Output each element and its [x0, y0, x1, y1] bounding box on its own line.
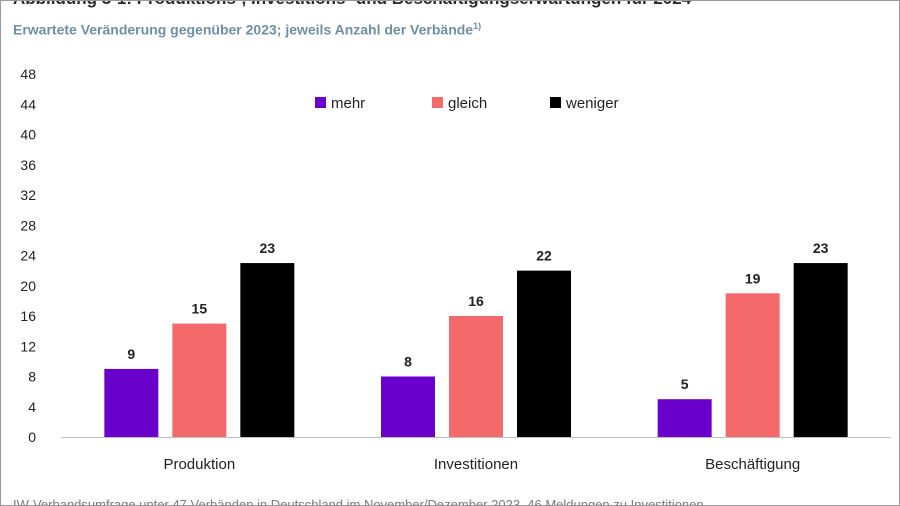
y-tick-label: 0	[28, 429, 36, 445]
bar-gleich	[725, 293, 780, 437]
legend-label-gleich: gleich	[448, 95, 487, 112]
legend-swatch-mehr	[315, 97, 326, 108]
bar-mehr	[381, 376, 435, 437]
y-tick-label: 16	[20, 308, 36, 324]
data-label: 23	[260, 240, 276, 256]
y-tick-label: 48	[20, 66, 36, 82]
y-tick-label: 44	[20, 96, 36, 112]
x-category-label: Produktion	[163, 456, 235, 473]
data-label: 15	[192, 301, 208, 317]
bar-gleich	[449, 316, 503, 437]
y-tick-label: 40	[20, 127, 36, 143]
subtitle-footnote: 1)	[473, 21, 482, 31]
y-tick-label: 12	[20, 338, 36, 354]
chart-title: Abbildung 3-1: Produktions-, Investition…	[13, 1, 691, 9]
x-category-label: Beschäftigung	[705, 456, 800, 473]
data-label: 8	[404, 354, 412, 370]
data-label: 5	[681, 376, 689, 392]
x-category-label: Investitionen	[434, 456, 518, 473]
data-label: 23	[813, 240, 829, 256]
bar-gleich	[172, 323, 227, 437]
data-label: 9	[127, 346, 135, 362]
y-tick-label: 24	[20, 248, 36, 264]
legend-swatch-weniger	[550, 97, 561, 108]
legend-label-mehr: mehr	[331, 95, 365, 112]
data-label: 19	[745, 270, 761, 286]
source-note: IW-Verbandsumfrage unter 47 Verbänden in…	[13, 497, 704, 506]
data-label: 22	[536, 248, 552, 264]
bar-weniger	[240, 263, 295, 437]
y-tick-label: 32	[20, 187, 36, 203]
chart-subtitle-text: Erwartete Veränderung gegenüber 2023; je…	[13, 21, 474, 38]
bar-mehr	[104, 368, 159, 437]
legend-swatch-gleich	[432, 97, 443, 108]
data-label: 16	[468, 293, 484, 309]
bar-mehr	[657, 399, 712, 437]
chart-subtitle: Erwartete Veränderung gegenüber 2023; je…	[13, 21, 481, 38]
bar-weniger	[517, 270, 571, 437]
y-tick-label: 8	[28, 369, 36, 385]
y-tick-label: 4	[28, 399, 36, 415]
y-tick-label: 20	[20, 278, 36, 294]
legend-label-weniger: weniger	[565, 95, 619, 112]
y-tick-label: 36	[20, 157, 36, 173]
y-tick-label: 28	[20, 217, 36, 233]
bar-weniger	[793, 263, 848, 437]
